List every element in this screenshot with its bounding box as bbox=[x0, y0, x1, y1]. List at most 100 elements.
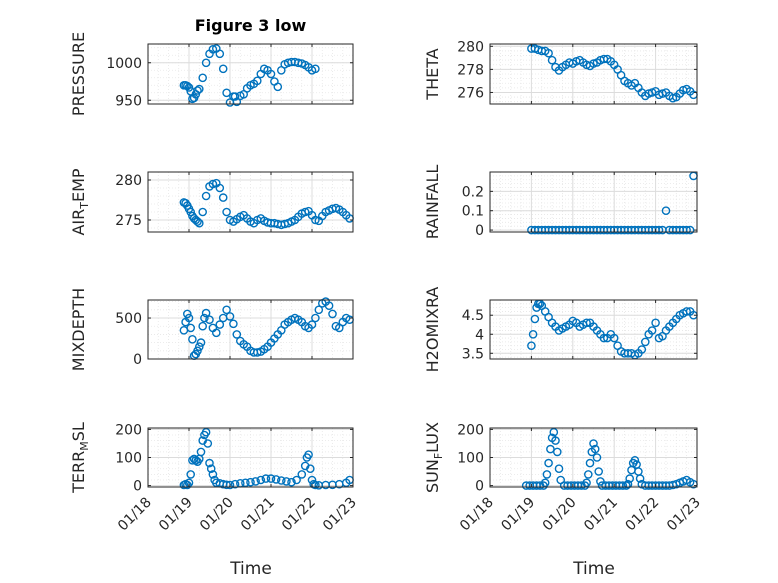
data-point bbox=[266, 69, 276, 79]
subplot-theta: 276 278 280 THETA bbox=[423, 39, 698, 105]
data-point bbox=[304, 450, 313, 460]
data-point bbox=[589, 439, 598, 448]
data-point bbox=[585, 458, 595, 468]
data-point bbox=[584, 470, 593, 479]
data-point bbox=[651, 318, 660, 328]
subplot-air-temp: 275 280 AIRTEMP bbox=[69, 168, 354, 236]
y-label-part: TERR bbox=[69, 451, 88, 494]
axes-box bbox=[147, 171, 354, 233]
y-axis-label: AIRTEMP bbox=[69, 168, 91, 235]
data-point bbox=[273, 82, 283, 92]
data-point bbox=[682, 225, 691, 235]
y-tick-label: 280 bbox=[115, 173, 142, 189]
y-tick-label: 200 bbox=[115, 422, 142, 438]
data-point bbox=[582, 318, 591, 328]
subplot-rainfall: 0 0.1 0.2 RAINFALL bbox=[423, 165, 698, 240]
data-point bbox=[592, 453, 602, 462]
data-point bbox=[276, 476, 286, 485]
data-point bbox=[547, 55, 557, 65]
y-axis-label: THETA bbox=[423, 48, 442, 100]
data-point bbox=[208, 45, 218, 54]
data-point bbox=[201, 308, 211, 318]
data-point bbox=[546, 444, 555, 454]
data-point bbox=[590, 444, 600, 454]
axes-box bbox=[489, 171, 698, 233]
y-tick-label: 4 bbox=[475, 327, 484, 343]
y-tick-label: 0 bbox=[133, 479, 142, 495]
data-point bbox=[300, 207, 310, 217]
axes-box bbox=[147, 43, 354, 105]
data-point bbox=[641, 337, 650, 347]
y-tick-label: 0 bbox=[133, 352, 142, 368]
y-tick-label: 0.1 bbox=[462, 204, 484, 220]
data-point bbox=[222, 305, 231, 315]
y-tick-label: 278 bbox=[457, 62, 484, 78]
data-point bbox=[215, 49, 225, 59]
data-point bbox=[661, 206, 671, 215]
data-series bbox=[179, 427, 354, 490]
data-series bbox=[527, 44, 698, 103]
y-tick-label: 0.2 bbox=[462, 184, 484, 200]
data-point bbox=[287, 477, 296, 487]
data-point bbox=[241, 478, 250, 488]
y-tick-label: 276 bbox=[457, 85, 484, 101]
data-point bbox=[205, 315, 214, 325]
data-point bbox=[203, 439, 213, 448]
data-point bbox=[305, 464, 315, 474]
y-tick-label: 0 bbox=[475, 479, 484, 495]
y-tick-label: 280 bbox=[457, 39, 484, 55]
data-point bbox=[206, 464, 216, 474]
data-point bbox=[198, 321, 207, 331]
chart-title: Figure 3 low bbox=[195, 16, 307, 35]
data-point bbox=[215, 320, 225, 329]
subplot-mixdepth: 0 500 MIXDEPTH bbox=[69, 288, 354, 371]
data-point bbox=[685, 225, 695, 235]
data-point bbox=[229, 319, 238, 329]
data-point bbox=[188, 334, 197, 344]
y-tick-label: 275 bbox=[115, 213, 142, 229]
data-point bbox=[297, 470, 307, 479]
y-label-part: AIR bbox=[69, 209, 88, 236]
axes-box bbox=[147, 299, 354, 360]
data-series bbox=[521, 427, 698, 490]
y-axis-label: PRESSURE bbox=[69, 32, 88, 116]
data-series bbox=[527, 171, 698, 235]
data-point bbox=[554, 464, 564, 474]
data-point bbox=[218, 193, 228, 202]
y-label-subscript: M bbox=[78, 441, 91, 451]
data-point bbox=[246, 477, 255, 487]
data-point bbox=[194, 218, 204, 228]
y-tick-label: 100 bbox=[115, 451, 142, 467]
data-point bbox=[198, 73, 207, 83]
data-point bbox=[201, 191, 211, 201]
data-point bbox=[625, 474, 635, 483]
data-point bbox=[307, 320, 317, 329]
data-point bbox=[225, 312, 235, 321]
data-point bbox=[271, 475, 281, 484]
data-point bbox=[623, 479, 633, 489]
data-point bbox=[208, 179, 218, 189]
data-point bbox=[527, 341, 536, 351]
data-point bbox=[549, 427, 559, 437]
data-point bbox=[311, 64, 320, 74]
data-point bbox=[324, 301, 334, 311]
data-point bbox=[182, 480, 192, 490]
data-point bbox=[551, 436, 560, 445]
data-point bbox=[222, 88, 231, 98]
y-axis-label: RAINFALL bbox=[423, 165, 442, 240]
data-point bbox=[252, 76, 262, 86]
y-tick-label: 200 bbox=[457, 422, 484, 438]
data-point bbox=[682, 307, 691, 316]
data-point bbox=[256, 475, 266, 485]
data-point bbox=[193, 86, 202, 95]
subplot-pressure: 950 1000 PRESSURE Figure 3 low bbox=[69, 16, 354, 116]
y-label-subscript: T bbox=[78, 202, 91, 210]
data-series bbox=[527, 299, 698, 360]
data-series bbox=[179, 297, 354, 361]
data-point bbox=[205, 458, 214, 468]
y-tick-label: 500 bbox=[115, 311, 142, 327]
data-point bbox=[211, 328, 221, 338]
data-point bbox=[261, 474, 271, 483]
